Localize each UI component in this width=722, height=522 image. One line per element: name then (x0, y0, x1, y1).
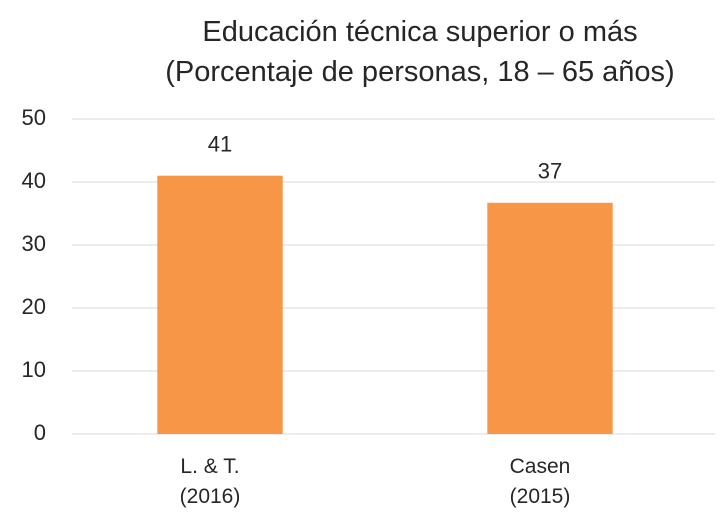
x-tick-label: Casen (2015) (509, 455, 571, 508)
y-tick-label: 50 (22, 105, 46, 130)
bar (157, 175, 283, 434)
y-tick-label: 10 (22, 357, 46, 382)
y-tick-label: 30 (22, 231, 46, 256)
chart-title: Educación técnica superior o más (Porcen… (165, 16, 675, 88)
value-label: 37 (538, 159, 562, 184)
bar (487, 202, 613, 434)
x-tick-label: L. & T. (2016) (179, 455, 241, 508)
y-tick-label: 20 (22, 294, 46, 319)
y-tick-label: 40 (22, 168, 46, 193)
value-label: 41 (208, 132, 232, 157)
y-tick-label: 0 (34, 420, 46, 445)
